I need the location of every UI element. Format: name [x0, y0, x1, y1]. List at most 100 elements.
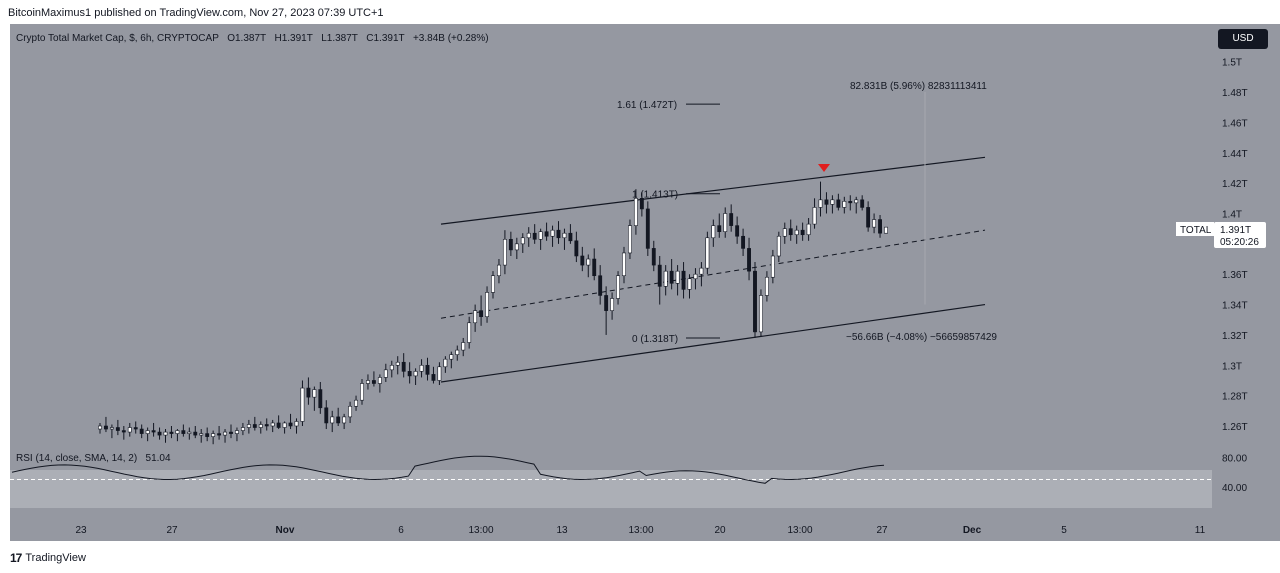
candle-body — [401, 361, 406, 372]
candle-body — [193, 431, 198, 436]
candle-body — [604, 295, 609, 311]
candle-body — [633, 198, 638, 226]
price-axis[interactable] — [1212, 24, 1280, 516]
time-tick-label: 23 — [75, 525, 87, 536]
rsi-tick-label: 40.00 — [1222, 483, 1247, 494]
tradingview-wordmark: TradingView — [25, 552, 86, 564]
candle-body — [312, 389, 317, 398]
candle-body — [455, 349, 460, 355]
candle-body — [657, 264, 662, 287]
candle-body — [336, 416, 341, 424]
rsi-line — [11, 455, 885, 484]
price-pane[interactable] — [10, 24, 1212, 443]
candle-body — [181, 430, 186, 434]
candle-body — [520, 237, 525, 245]
rsi-pane[interactable] — [10, 443, 1212, 516]
price-tick-label: 1.44T — [1222, 149, 1248, 160]
candle-body — [133, 427, 138, 430]
candle-body — [651, 248, 656, 266]
candle-body — [246, 424, 251, 428]
candle-body — [580, 255, 585, 266]
candle-body — [282, 422, 287, 428]
candle-body — [270, 422, 275, 427]
candle-body — [610, 298, 615, 311]
candle-body — [782, 228, 787, 237]
candle-body — [294, 421, 299, 427]
candle-body — [568, 232, 573, 242]
candle-body — [639, 198, 644, 210]
candle-body — [497, 264, 501, 277]
candle-body — [735, 225, 740, 237]
candle-body — [622, 252, 626, 277]
candle-body — [109, 427, 114, 430]
candle-body — [794, 229, 799, 236]
candle-body — [360, 383, 364, 401]
candle-body — [163, 431, 168, 436]
candle-body — [151, 430, 156, 433]
legend-title: Crypto Total Market Cap, $, 6h, CRYPTOCA… — [16, 33, 219, 44]
candle-body — [699, 267, 704, 275]
candle-body — [389, 364, 394, 371]
currency-button[interactable]: USD — [1218, 29, 1268, 49]
legend-h-label: H — [274, 33, 282, 44]
candle-body — [586, 258, 591, 266]
candle-body — [681, 270, 686, 290]
candle-body — [306, 387, 311, 398]
candle-body — [544, 231, 549, 237]
legend-high: 1.391T — [281, 33, 313, 44]
candle-body — [211, 433, 216, 437]
candle-body — [848, 201, 853, 204]
price-tick-label: 1.36T — [1222, 270, 1248, 281]
rsi-legend: RSI (14, close, SMA, 14, 2) 51.04 — [16, 453, 171, 464]
candle-body — [788, 228, 793, 236]
legend-low: 1.387T — [326, 33, 358, 44]
time-tick-label: 13:00 — [787, 525, 812, 536]
price-tick-label: 1.3T — [1222, 361, 1242, 372]
candle-body — [157, 431, 162, 436]
candle-body — [264, 424, 269, 427]
candle-body — [342, 416, 347, 424]
candle-body — [508, 238, 513, 251]
symbol-tag: TOTAL — [1180, 225, 1212, 236]
candle-body — [473, 310, 478, 324]
candle-body — [413, 371, 418, 377]
candle-body — [806, 223, 811, 236]
candle-body — [276, 422, 281, 428]
candle-body — [258, 424, 263, 428]
legend-l-label: L — [321, 33, 327, 44]
candle-body — [467, 322, 472, 343]
legend-close: 1.391T — [373, 33, 405, 44]
candle-body — [199, 433, 204, 436]
candle-body — [532, 232, 537, 240]
candle-body — [812, 207, 817, 225]
candle-body — [860, 199, 865, 208]
time-axis[interactable] — [10, 516, 1280, 541]
candle-body — [431, 374, 436, 381]
tradingview-logo[interactable]: 17 TradingView — [10, 551, 86, 565]
candle-body — [240, 427, 245, 431]
price-tick-label: 1.46T — [1222, 118, 1248, 129]
candle-body — [753, 270, 757, 333]
measure-down-label: −56.66B (−4.08%) −56659857429 — [846, 332, 997, 343]
time-tick-label: 11 — [1195, 525, 1206, 536]
candle-body — [479, 310, 484, 318]
candle-body — [663, 270, 668, 287]
legend-change: +3.84B (+0.28%) — [412, 33, 489, 44]
candle-body — [502, 238, 507, 266]
time-tick-label: 27 — [166, 525, 178, 536]
candle-body — [383, 369, 388, 378]
candle-body — [616, 275, 620, 299]
price-tick-label: 1.26T — [1222, 422, 1248, 433]
candle-body — [443, 358, 448, 368]
rsi-legend-value: 51.04 — [145, 453, 171, 464]
candle-body — [223, 431, 227, 436]
candle-body — [717, 225, 722, 232]
candle-body — [288, 422, 293, 427]
candle-body — [598, 275, 603, 296]
candle-body — [139, 428, 144, 434]
candle-body — [377, 377, 382, 384]
price-tick-label: 1.28T — [1222, 392, 1248, 403]
candle-body — [407, 371, 412, 377]
time-tick-label: 20 — [714, 525, 726, 536]
candle-body — [330, 416, 335, 424]
